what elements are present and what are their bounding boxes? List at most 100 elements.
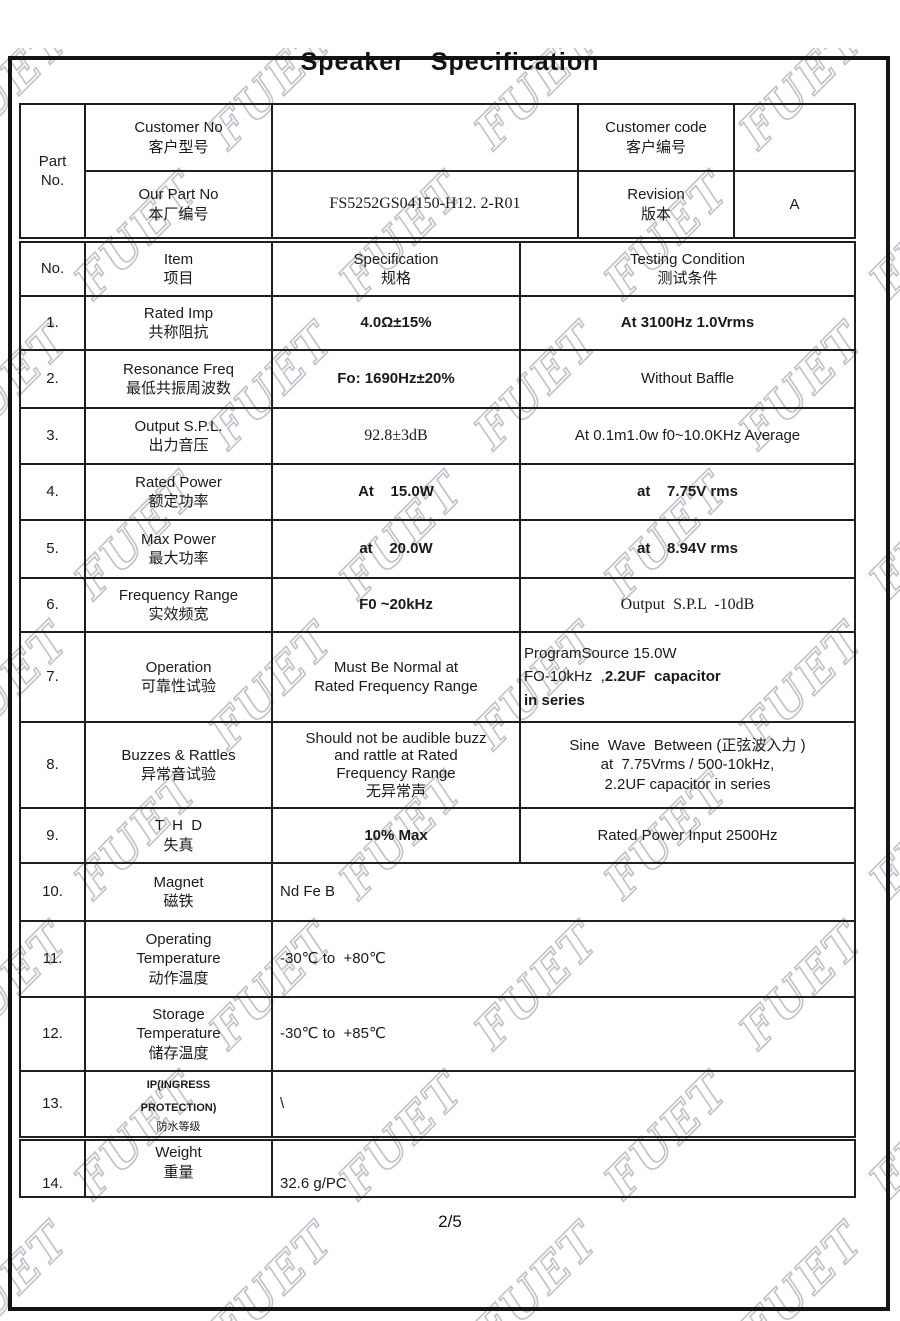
header-test-cell: Testing Condition 测试条件 xyxy=(519,241,856,297)
item-en: Rated Power xyxy=(135,473,222,491)
test-value: at 8.94V rms xyxy=(637,540,738,558)
header-test-en: Testing Condition xyxy=(629,250,746,268)
row-no: 12. xyxy=(19,996,86,1072)
test-value: At 3100Hz 1.0Vrms xyxy=(620,314,755,332)
test-value: Without Baffle xyxy=(640,370,735,388)
test-line-1: ProgramSource 15.0W xyxy=(524,645,677,663)
item-cell: Operation 可靠性试验 xyxy=(84,631,273,723)
test-value: Sine Wave Between (正弦波入力 ) at 7.75Vrms /… xyxy=(569,736,806,793)
test-cell: Sine Wave Between (正弦波入力 ) at 7.75Vrms /… xyxy=(519,721,856,809)
our-part-no-value-cell: FS5252GS04150-H12. 2-R01 xyxy=(271,170,579,239)
item-cell: Storage Temperature 储存温度 xyxy=(84,996,273,1072)
row-no: 10. xyxy=(19,862,86,922)
header-no: No. xyxy=(40,260,65,278)
header-item-cell: Item 项目 xyxy=(84,241,273,297)
revision-value-cell: A xyxy=(733,170,856,239)
header-item-en: Item xyxy=(163,250,194,268)
row-no: 4. xyxy=(19,463,86,521)
row-no: 11. xyxy=(19,920,86,998)
row-no: 1. xyxy=(19,295,86,351)
item-en: T H D xyxy=(154,817,203,834)
spec-cell: 4.0Ω±15% xyxy=(271,295,521,351)
row-value: Nd Fe B xyxy=(280,883,336,901)
item-cell: Weight 重量 xyxy=(84,1136,273,1198)
customer-code-label-cell: Customer code 客户编号 xyxy=(577,103,735,172)
row-no: 3. xyxy=(19,407,86,465)
value-cell: \ xyxy=(271,1070,856,1140)
row-value: 32.6 g/PC xyxy=(280,1175,347,1193)
table-row: 14. Weight 重量 32.6 g/PC xyxy=(19,1136,856,1198)
spec-value: 4.0Ω±15% xyxy=(360,314,432,332)
row-value: \ xyxy=(280,1095,285,1113)
item-en: IP(INGRESS PROTECTION) xyxy=(140,1079,217,1115)
item-cell: Magnet 磁铁 xyxy=(84,862,273,922)
table-row: 5. Max Power 最大功率 at 20.0W at 8.94V rms xyxy=(19,519,856,579)
item-cell: T H D 失真 xyxy=(84,807,273,864)
test-cell: at 7.75V rms xyxy=(519,463,856,521)
item-cell: Rated Power 额定功率 xyxy=(84,463,273,521)
table-row: 10. Magnet 磁铁 Nd Fe B xyxy=(19,862,856,922)
our-part-no-value: FS5252GS04150-H12. 2-R01 xyxy=(329,195,521,213)
document-page: Speaker Specification Part No. Customer … xyxy=(0,48,900,1232)
row-value: -30℃ to +80℃ xyxy=(280,950,386,968)
spec-value: at 20.0W xyxy=(359,540,433,558)
test-cell: Without Baffle xyxy=(519,349,856,409)
item-zh: 防水等级 xyxy=(156,1121,201,1134)
part-no-header-cell: Part No. xyxy=(19,103,86,239)
item-cell: IP(INGRESS PROTECTION) 防水等级 xyxy=(84,1070,273,1140)
spec-cell: 10% Max xyxy=(271,807,521,864)
revision-label-en: Revision xyxy=(627,186,685,203)
item-zh: 磁铁 xyxy=(163,893,194,910)
test-value: at 7.75V rms xyxy=(637,483,738,501)
header-spec-en: Specification xyxy=(353,250,439,268)
item-en: Rated Imp xyxy=(143,304,214,322)
item-cell: Buzzes & Rattles 异常音试验 xyxy=(84,721,273,809)
item-zh: 实效频宽 xyxy=(148,606,209,623)
table-row: 11. Operating Temperature 动作温度 -30℃ to +… xyxy=(19,920,856,998)
part-number-table: Part No. Customer No 客户型号 Customer code … xyxy=(19,103,856,239)
test-cell: At 3100Hz 1.0Vrms xyxy=(519,295,856,351)
page-title: Speaker Specification xyxy=(300,48,600,76)
test-line-2-bold: 2.2UF capacitor xyxy=(604,668,721,686)
test-value: Output S.P.L -10dB xyxy=(620,595,755,613)
customer-no-label-zh: 客户型号 xyxy=(148,138,209,156)
test-cell: Rated Power Input 2500Hz xyxy=(519,807,856,864)
row-no: 7. xyxy=(19,631,86,723)
test-line-2: FO-10kHz ,2.2UF capacitor xyxy=(524,665,852,688)
customer-no-label-cell: Customer No 客户型号 xyxy=(84,103,273,172)
test-cell: At 0.1m1.0w f0~10.0KHz Average xyxy=(519,407,856,465)
item-zh: 可靠性试验 xyxy=(140,678,216,695)
header-test-zh: 测试条件 xyxy=(657,270,718,287)
item-cell: Max Power 最大功率 xyxy=(84,519,273,579)
row-no: 5. xyxy=(19,519,86,579)
row-no: 14. xyxy=(19,1136,86,1198)
table-row: 3. Output S.P.L. 出力音压 92.8±3dB At 0.1m1.… xyxy=(19,407,856,465)
item-zh: 储存温度 xyxy=(148,1044,209,1062)
item-en: Storage Temperature xyxy=(136,1005,221,1043)
table-row: 8. Buzzes & Rattles 异常音试验 Should not be … xyxy=(19,721,856,809)
item-cell: Output S.P.L. 出力音压 xyxy=(84,407,273,465)
spec-cell: Must Be Normal at Rated Frequency Range xyxy=(271,631,521,723)
item-cell: Frequency Range 实效频宽 xyxy=(84,577,273,633)
spec-cell: F0 ~20kHz xyxy=(271,577,521,633)
item-en: Operating Temperature xyxy=(136,930,221,968)
item-zh: 重量 xyxy=(163,1163,194,1181)
spec-cell: At 15.0W xyxy=(271,463,521,521)
table-row: 6. Frequency Range 实效频宽 F0 ~20kHz Output… xyxy=(19,577,856,633)
value-cell: 32.6 g/PC xyxy=(271,1136,856,1198)
item-cell: Operating Temperature 动作温度 xyxy=(84,920,273,998)
our-part-no-label-zh: 本厂编号 xyxy=(148,205,209,223)
spec-value: 92.8±3dB xyxy=(364,426,428,444)
item-zh: 失真 xyxy=(163,836,194,854)
customer-code-value-cell xyxy=(733,103,856,172)
header-spec-cell: Specification 规格 xyxy=(271,241,521,297)
specification-table: No. Item 项目 Specification 规格 Testing Con… xyxy=(19,241,856,1198)
test-value: At 0.1m1.0w f0~10.0KHz Average xyxy=(574,427,801,445)
item-en: Resonance Freq xyxy=(123,360,234,378)
header-spec-zh: 规格 xyxy=(380,270,411,287)
item-zh: 动作温度 xyxy=(148,969,209,987)
item-en: Magnet xyxy=(153,873,204,891)
row-no: 8. xyxy=(19,721,86,809)
customer-no-value-cell xyxy=(271,103,579,172)
table-row: 12. Storage Temperature 储存温度 -30℃ to +85… xyxy=(19,996,856,1072)
